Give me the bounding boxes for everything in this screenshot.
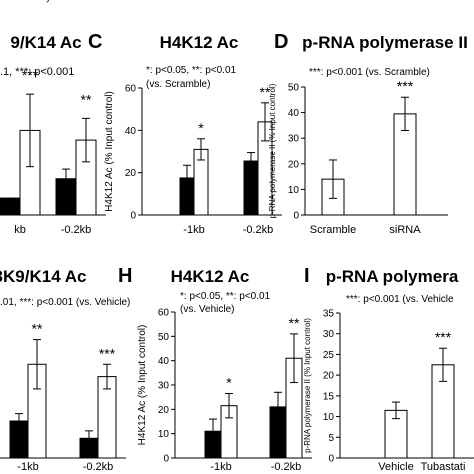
panel-5-significance: *: [226, 375, 232, 391]
panel-6-x-tick-label: Tubastati: [421, 461, 466, 473]
panel-5-y-tick-label: 10: [158, 429, 170, 440]
panel-6-y-tick-label: 35: [323, 309, 335, 320]
panel-3-y-tick-label: 10: [288, 185, 300, 196]
panel-2-title: H4K12 Ac: [160, 33, 239, 52]
panel-1-significance: ***: [22, 67, 39, 83]
panel-5-y-label: H4K12 Ac (% Input control): [137, 325, 148, 446]
panel-3-x-tick-label: siRNA: [389, 224, 421, 236]
panel-1-x-tick-label: -0.2kb: [61, 224, 92, 236]
panel-3-y-tick-label: 50: [288, 83, 300, 94]
panel-6-y-tick-label: 25: [323, 350, 335, 361]
panel-4-x-tick-label: -0.2kb: [83, 461, 114, 473]
panel-6-y-tick-label: 0: [328, 454, 334, 465]
panel-1-significance: **: [81, 91, 92, 107]
panel-3-letter: D: [274, 31, 288, 53]
panel-4-annotation: .01, ***: p<0.001 (vs. Vehicle): [0, 297, 130, 308]
panel-6-y-tick-label: 10: [323, 412, 335, 423]
panel-6-y-tick-label: 30: [323, 329, 335, 340]
panel-5-y-tick-label: 60: [158, 308, 170, 319]
panel-1-x-tick-label: kb: [14, 224, 26, 236]
panel-1-annotation: .1, ***: p<0.001: [0, 66, 74, 78]
panel-2-x-tick-label: -1kb: [183, 224, 204, 236]
panel-2-x-tick-label: -0.2kb: [243, 224, 274, 236]
panel-3-y-tick-label: 40: [288, 108, 300, 119]
panel-3-y-tick-label: 0: [293, 211, 299, 222]
panel-6-annotation: ***: p<0.001 (vs. Vehicle: [346, 294, 454, 305]
panel-2-letter: C: [88, 31, 102, 53]
panel-6-y-tick-label: 20: [323, 371, 335, 382]
panel-5-significance: **: [289, 315, 300, 331]
panel-5-y-tick-label: 40: [158, 356, 170, 367]
panel-5-y-tick-label: 50: [158, 332, 170, 343]
panel-4-significance: **: [32, 321, 43, 337]
panel-5-y-tick-label: 0: [163, 454, 169, 465]
panel-1-title: 9/K14 Ac: [10, 33, 81, 52]
panel-5-y-tick-label: 30: [158, 381, 170, 392]
panel-6-title: p-RNA polymera: [326, 267, 459, 286]
panel-1-annotation: Scramble): [0, 0, 50, 3]
panel-6-y-tick-label: 15: [323, 391, 335, 402]
panel-3-y-tick-label: 30: [288, 134, 300, 145]
panel-3-significance: ***: [397, 78, 414, 94]
panel-2-y-label: H4K12 Ac (% Input control): [104, 91, 115, 212]
panel-6-x-tick-label: Vehicle: [378, 461, 413, 473]
panel-2-annotation: *: p<0.05, **: p<0.01: [146, 65, 237, 76]
panel-6-y-tick-label: 5: [328, 433, 334, 444]
panel-5-y-tick-label: 20: [158, 405, 170, 416]
panel-2-significance: **: [260, 84, 271, 100]
panel-4-significance: ***: [99, 345, 116, 361]
panel-5-annotation: *: p<0.05, **: p<0.01: [180, 291, 271, 302]
panel-4-x-tick-label: -1kb: [17, 461, 38, 473]
panel-2-annotation: (vs. Scramble): [146, 79, 210, 90]
panel-5-x-tick-label: -0.2kb: [271, 461, 302, 473]
panel-2-y-tick-label: 0: [130, 211, 136, 222]
panel-3-y-tick-label: 20: [288, 159, 300, 170]
panel-3-title: p-RNA polymerase II: [302, 33, 468, 52]
panel-6-letter: I: [304, 265, 310, 287]
panel-6-y-label: p-RNA polymerase II (% Input control): [303, 318, 312, 453]
panel-1-bar: [0, 197, 21, 216]
panel-4-title: 3K9/K14 Ac: [0, 267, 86, 286]
panel-6-significance: ***: [435, 329, 452, 345]
panel-2-y-tick-label: 40: [125, 126, 137, 137]
panel-2-significance: *: [198, 120, 204, 136]
panel-3-y-label: p-RNA polymerase II (% Input control): [268, 83, 277, 218]
panel-3-annotation: ***: p<0.001 (vs. Scramble): [309, 67, 430, 78]
panel-5-title: H4K12 Ac: [171, 267, 250, 286]
panel-3-x-tick-label: Scramble: [310, 224, 356, 236]
panel-5-letter: H: [118, 265, 132, 287]
panel-2-y-tick-label: 60: [125, 84, 137, 95]
panel-5-annotation: (vs. Vehicle): [180, 304, 234, 315]
panel-2-y-tick-label: 20: [125, 168, 137, 179]
panel-5-x-tick-label: -1kb: [210, 461, 231, 473]
